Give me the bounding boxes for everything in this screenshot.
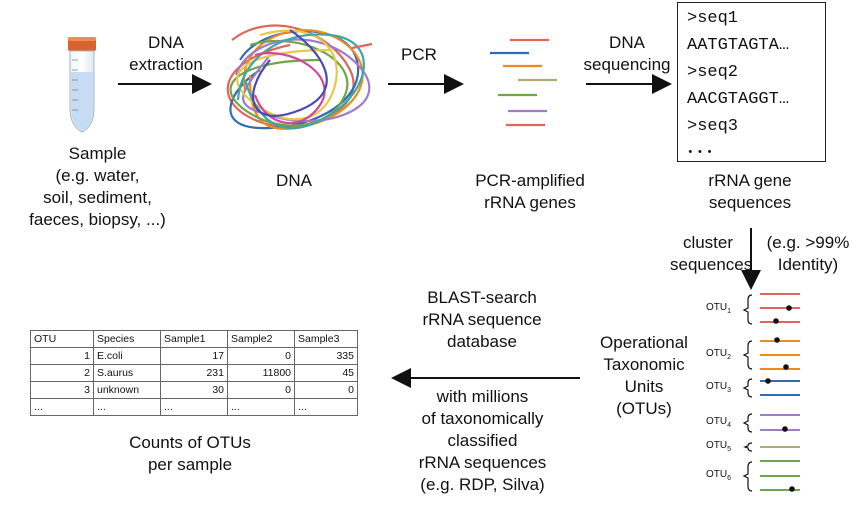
table-row: 3 unknown 30 0 0 (30, 381, 358, 399)
otu-6-label: OTU6 (706, 469, 732, 482)
sequence-line: ••• (687, 147, 716, 159)
otu-groups (742, 293, 800, 492)
sequence-line: >seq2 (687, 63, 739, 82)
table-row: 2 S.aurus 231 11800 45 (30, 364, 358, 382)
table-row: ... ... ... ... ... (30, 398, 358, 416)
pcr-products-label: PCR-amplified rRNA genes (475, 171, 585, 212)
sequence-line: AATGTAGTA… (687, 36, 790, 55)
otu-count-table: OTU Species Sample1 Sample2 Sample3 1 E.… (30, 330, 358, 416)
sequence-line: >seq1 (687, 9, 739, 28)
otu-1-label: OTU1 (706, 302, 732, 315)
table-header: OTU (30, 330, 94, 348)
dna-label: DNA (276, 171, 312, 190)
otu-6 (742, 460, 800, 492)
otu-2 (742, 337, 800, 370)
dna-extraction-label: DNA extraction (129, 33, 203, 74)
sequence-line: >seq3 (687, 117, 739, 136)
dna-sequencing-label: DNA sequencing (583, 33, 671, 74)
otu-1 (742, 293, 800, 325)
otu-4-label: OTU4 (706, 416, 732, 429)
otu-5 (743, 442, 800, 452)
counts-label: Counts of OTUs per sample (129, 433, 251, 474)
otu-3-label: OTU3 (706, 381, 732, 394)
table-header: Sample3 (294, 330, 358, 348)
otu-label: Operational Taxonomic Units (OTUs) (600, 333, 688, 418)
table-header: Species (93, 330, 161, 348)
sequence-box: >seq1 AATGTAGTA… >seq2 AACGTAGGT… >seq3 … (677, 2, 826, 162)
sample-label: Sample (e.g. water, soil, sediment, faec… (29, 144, 166, 229)
sample-tube-icon (68, 37, 96, 133)
table-header: Sample1 (160, 330, 228, 348)
cluster-label: cluster sequences (670, 233, 753, 274)
identity-label: (e.g. >99% Identity) (766, 233, 850, 274)
otu-3 (742, 378, 800, 398)
pcr-label: PCR (401, 45, 437, 64)
table-row: 1 E.coli 17 0 335 (30, 347, 358, 365)
pcr-products-icon (490, 38, 557, 127)
table-header-row: OTU Species Sample1 Sample2 Sample3 (30, 330, 358, 348)
otu-2-label: OTU2 (706, 348, 732, 361)
sequence-line: AACGTAGGT… (687, 90, 790, 109)
arrows (118, 74, 761, 388)
blast-label: BLAST-search rRNA sequence database (422, 288, 542, 351)
sequences-label: rRNA gene sequences (708, 171, 792, 212)
table-header: Sample2 (227, 330, 295, 348)
database-label: with millions of taxonomically classifie… (418, 387, 547, 494)
otu-5-label: OTU5 (706, 440, 732, 453)
dna-tangle-icon (226, 24, 373, 131)
otu-4 (742, 413, 800, 433)
